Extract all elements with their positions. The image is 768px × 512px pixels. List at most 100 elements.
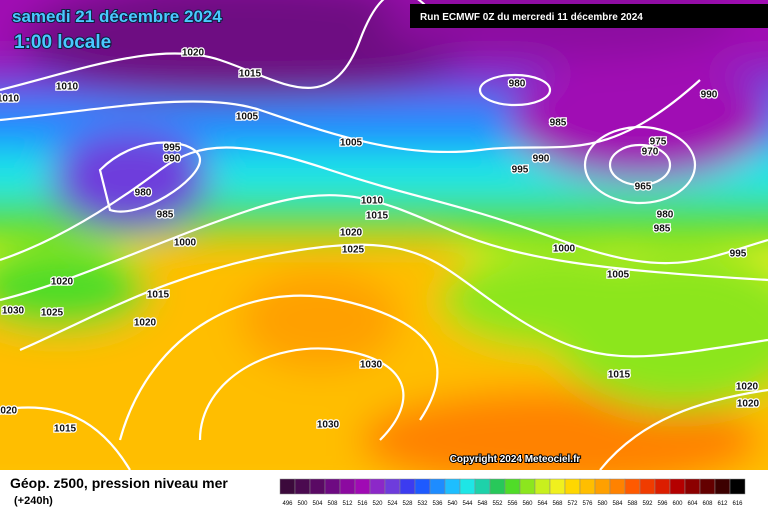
map-field: Copyright 2024 Meteociel.fr — [0, 0, 768, 470]
scale-label: 612 — [717, 501, 728, 507]
color-scale: 496 500 504 508 512 516 520 524 528 532 536 540 544 5… — [279, 478, 746, 507]
isobar-label: 990 — [701, 90, 718, 101]
scale-swatch — [354, 478, 371, 495]
scale-label: 496 — [282, 501, 293, 507]
isobar-labels: 1020101510101010100510059959909809851000… — [0, 46, 761, 436]
scale-label: 596 — [657, 501, 668, 507]
isobar-label: 1025 — [41, 308, 64, 319]
isobar-label: 1015 — [239, 69, 262, 80]
scale-label: 608 — [702, 501, 713, 507]
isobar-label: 995 — [164, 143, 181, 154]
scale-label: 508 — [327, 501, 338, 507]
scale-swatch — [369, 478, 386, 495]
isobar-label: 1030 — [2, 306, 25, 317]
isobar-label: 1020 — [182, 48, 205, 59]
scale-swatch — [324, 478, 341, 495]
scale-swatch — [579, 478, 596, 495]
scale-swatch — [609, 478, 626, 495]
scale-swatch — [309, 478, 326, 495]
isobars — [0, 0, 768, 470]
scale-swatch — [729, 478, 746, 495]
scale-swatch — [684, 478, 701, 495]
isobar-label: 1020 — [51, 277, 74, 288]
isobar-label: 965 — [635, 182, 652, 193]
scale-label: 580 — [597, 501, 608, 507]
scale-label: 600 — [672, 501, 683, 507]
run-box — [410, 4, 768, 28]
scale-label: 516 — [357, 501, 368, 507]
scale-swatch — [489, 478, 506, 495]
scale-label: 512 — [342, 501, 353, 507]
isobar-label: 1030 — [317, 420, 340, 431]
scale-swatch — [474, 478, 491, 495]
scale-swatch — [444, 478, 461, 495]
scale-swatch — [594, 478, 611, 495]
isobar-label: 975 — [650, 137, 667, 148]
scale-label: 616 — [732, 501, 743, 507]
isobar-label: 1010 — [0, 94, 20, 105]
isobar-label: 1005 — [236, 112, 259, 123]
isobar-label: 1020 — [134, 318, 157, 329]
isobar-label: 1005 — [607, 270, 630, 281]
scale-swatch — [339, 478, 356, 495]
isobar-label: 1015 — [54, 424, 77, 435]
isobar-label: 970 — [642, 147, 659, 158]
scale-swatch — [534, 478, 551, 495]
local-time: 1:00 locale — [14, 32, 111, 53]
scale-label: 568 — [552, 501, 563, 507]
scale-swatch — [279, 478, 296, 495]
isobar-label: 1000 — [174, 238, 197, 249]
scale-label: 540 — [447, 501, 458, 507]
isobar-label: 990 — [164, 154, 181, 165]
scale-swatch — [519, 478, 536, 495]
scale-label: 604 — [687, 501, 698, 507]
scale-label: 536 — [432, 501, 443, 507]
scale-swatch — [429, 478, 446, 495]
scale-label: 528 — [402, 501, 413, 507]
isobar-label: 1030 — [360, 360, 383, 371]
scale-swatch — [294, 478, 311, 495]
scale-swatch — [669, 478, 686, 495]
isobar-label: 985 — [157, 210, 174, 221]
scale-label: 552 — [492, 501, 503, 507]
isobar-label: 980 — [135, 188, 152, 199]
isobar-label: 985 — [550, 118, 567, 129]
scale-label: 556 — [507, 501, 518, 507]
scale-label: 548 — [477, 501, 488, 507]
isobar-label: 980 — [657, 210, 674, 221]
scale-label: 576 — [582, 501, 593, 507]
isobar-label: 980 — [509, 79, 526, 90]
scale-label: 532 — [417, 501, 428, 507]
scale-label: 592 — [642, 501, 653, 507]
scale-label: 500 — [297, 501, 308, 507]
scale-swatch — [399, 478, 416, 495]
scale-label: 588 — [627, 501, 638, 507]
scale-label: 560 — [522, 501, 533, 507]
scale-label: 572 — [567, 501, 578, 507]
scale-label: 504 — [312, 501, 323, 507]
map-title: samedi 21 décembre 2024 — [12, 7, 222, 26]
scale-swatch — [654, 478, 671, 495]
copyright: Copyright 2024 Meteociel.fr — [450, 454, 581, 465]
scale-label: 564 — [537, 501, 548, 507]
scale-swatch — [699, 478, 716, 495]
lead-time: (+240h) — [14, 495, 53, 507]
isobar-label: 995 — [730, 249, 747, 260]
isobar-label: 990 — [533, 154, 550, 165]
isobar-label: 1015 — [147, 290, 170, 301]
isobar-label: 1025 — [342, 245, 365, 256]
scale-label: 524 — [387, 501, 398, 507]
scale-label: 584 — [612, 501, 623, 507]
isobar-label: 1020 — [736, 382, 759, 393]
scale-swatch — [459, 478, 476, 495]
isobar-label: 1010 — [361, 196, 384, 207]
isobar-label: 1020 — [340, 228, 363, 239]
isobar-label: 1020 — [0, 406, 18, 417]
scale-swatch — [549, 478, 566, 495]
scale-swatch — [624, 478, 641, 495]
isobar-label: 995 — [512, 165, 529, 176]
isobar-label: 985 — [654, 224, 671, 235]
isobar-label: 1020 — [737, 399, 760, 410]
run-info: Run ECMWF 0Z du mercredi 11 décembre 202… — [420, 12, 643, 23]
